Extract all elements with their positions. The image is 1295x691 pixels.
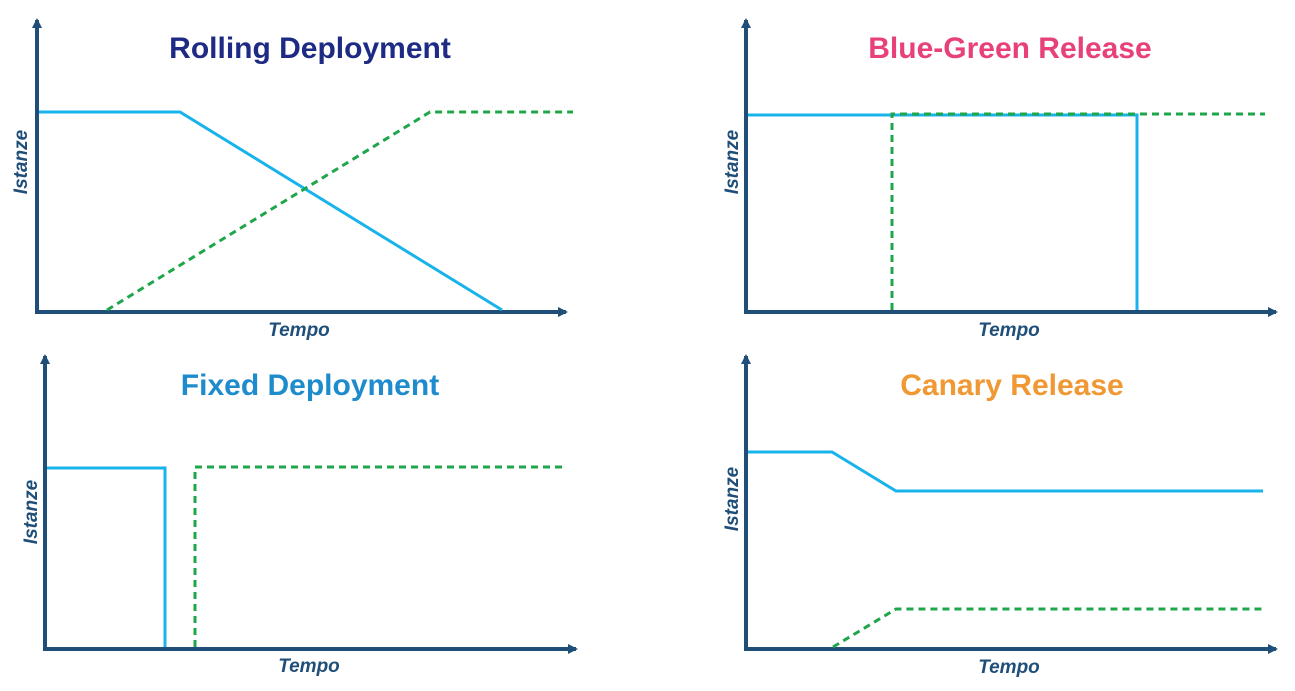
old-version-line	[748, 450, 1263, 493]
panel-title: Fixed Deployment	[181, 369, 439, 402]
old-version-line	[39, 110, 503, 312]
panel-fixed-deployment: Fixed Deployment Tempo Istanze	[21, 354, 578, 677]
old-version-line	[47, 466, 167, 647]
old-version-line	[748, 113, 1139, 310]
panel-canary-release: Canary Release Tempo Istanze	[722, 354, 1278, 678]
x-axis-label: Tempo	[278, 656, 340, 677]
panel-title: Blue-Green Release	[868, 32, 1151, 65]
y-axis-label: Istanze	[722, 129, 743, 194]
panel-title: Canary Release	[900, 369, 1123, 402]
y-axis-label: Istanze	[11, 129, 32, 194]
x-axis-label: Tempo	[978, 657, 1040, 678]
panel-rolling-deployment: Rolling Deployment Tempo Istanze	[11, 18, 573, 341]
y-axis-label: Istanze	[21, 479, 42, 544]
x-axis-label: Tempo	[978, 320, 1040, 341]
y-axis-label: Istanze	[722, 466, 743, 531]
panel-title: Rolling Deployment	[169, 32, 451, 65]
new-version-line	[890, 112, 1265, 310]
new-version-line	[106, 110, 573, 312]
x-axis-label: Tempo	[268, 320, 330, 341]
panel-blue-green-release: Blue-Green Release Tempo Istanze	[722, 18, 1278, 341]
new-version-line	[832, 607, 1265, 649]
new-version-line	[193, 465, 566, 647]
